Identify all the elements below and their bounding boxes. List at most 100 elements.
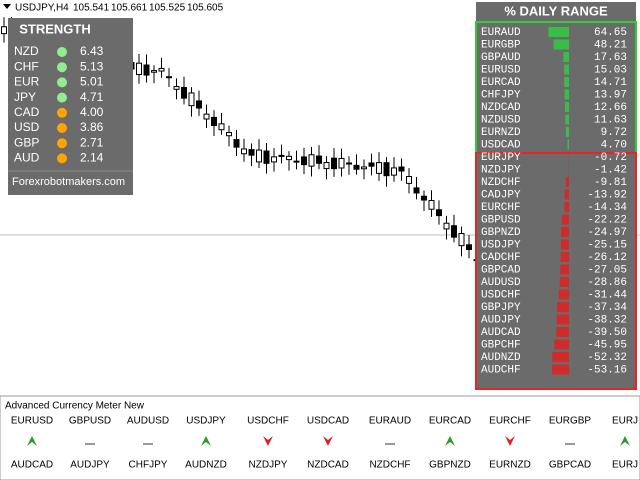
price: 105.605	[187, 3, 224, 14]
range-bar	[557, 302, 569, 312]
strength-value: 2.14	[80, 151, 104, 165]
range-bar	[565, 127, 569, 137]
range-value: -25.15	[587, 239, 627, 251]
candle-body	[226, 132, 232, 137]
candle-body	[233, 139, 240, 148]
arrow-down	[323, 436, 333, 446]
range-bar	[561, 227, 569, 237]
pair-bottom: GBPCAD	[549, 460, 591, 471]
pair: GBPJPY	[481, 302, 521, 314]
pair-bottom: EURJ	[612, 460, 638, 471]
pair: EURCAD	[481, 77, 521, 89]
candle-body	[353, 164, 360, 170]
currency: AUD	[14, 151, 40, 165]
strength-footer: Forexrobotmakers.com	[12, 176, 125, 188]
candle-body	[398, 166, 405, 172]
pair: GBPNZD	[481, 227, 521, 239]
pair-top: EURCAD	[429, 416, 471, 427]
currency: EUR	[14, 75, 40, 89]
candle-body	[346, 162, 352, 165]
candle-body	[361, 166, 367, 170]
range-rows: EURAUD 64.65 EURGBP 48.21 GBPAUD 17.63 EURUSD 1…	[481, 27, 627, 377]
pair: AUDUSD	[481, 277, 521, 289]
candle-body	[256, 149, 262, 163]
pair-bottom: GBPNZD	[429, 460, 471, 471]
pair-top: AUDUSD	[127, 416, 169, 427]
pair-top: USDCHF	[247, 416, 289, 427]
pair: NZDUSD	[481, 114, 521, 126]
strength-dot	[57, 92, 67, 103]
strength-dot	[57, 47, 67, 57]
pair-top: EURCHF	[489, 416, 531, 427]
losers-box	[475, 152, 637, 390]
range-bar	[560, 264, 569, 275]
pair: AUDNZD	[481, 352, 521, 364]
strength-value: 2.71	[80, 135, 104, 149]
candle-body	[413, 187, 420, 194]
candle-body	[406, 176, 412, 184]
strength-dot	[57, 153, 67, 164]
pair: AUDJPY	[481, 314, 521, 326]
range-value: -24.97	[587, 227, 627, 239]
candle-body	[248, 149, 255, 156]
pair: EURCHF	[481, 202, 521, 214]
pair: CADJPY	[481, 189, 521, 201]
prices: 105.541 105.661 105.525 105.605	[73, 3, 224, 14]
range-value: 15.03	[594, 64, 627, 76]
range-value: 17.63	[594, 52, 627, 64]
candle-body	[286, 155, 292, 161]
pair: AUDCAD	[481, 327, 521, 339]
candle-body	[458, 233, 465, 247]
price: 105.525	[149, 3, 186, 14]
range-bar	[551, 364, 569, 375]
pair: EURAUD	[481, 27, 521, 39]
range-bar	[556, 314, 569, 325]
range-bar	[548, 27, 569, 37]
candle-body	[271, 156, 277, 163]
strength-value: 4.00	[80, 105, 104, 119]
candle-body	[263, 150, 270, 164]
range-title: % DAILY RANGE	[504, 3, 608, 18]
currency: USD	[14, 120, 40, 134]
candle-body	[391, 167, 397, 176]
strength-title: STRENGTH	[19, 21, 91, 36]
pair: CADCHF	[481, 252, 521, 264]
pair-bottom: NZDCAD	[307, 460, 349, 471]
candle-body	[338, 157, 345, 169]
strength-value: 5.13	[80, 59, 104, 73]
candle-body	[203, 113, 210, 120]
range-value: -1.42	[594, 164, 627, 176]
range-value: -52.32	[587, 352, 627, 364]
pair-bottom: EURNZD	[489, 460, 531, 471]
range-bar	[564, 77, 569, 87]
range-bar	[558, 289, 569, 300]
candle-body	[196, 100, 202, 109]
range-bar	[554, 339, 569, 350]
meter-title: Advanced Currency Meter New	[5, 401, 145, 412]
pair: EURGBP	[481, 39, 521, 51]
range-bar	[561, 214, 569, 225]
strength-rows: NZD 6.43 CHF 5.13 EUR 5.01 JPY 4.71 CAD 4.00 USD 3.…	[14, 44, 104, 164]
strength-value: 6.43	[80, 44, 104, 58]
range-bar	[565, 114, 569, 125]
range-value: -0.72	[594, 152, 627, 164]
pair-top: GBPUSD	[69, 416, 111, 427]
range-value: 14.71	[594, 77, 627, 89]
range-bar	[567, 139, 569, 150]
candle-body	[158, 67, 165, 72]
range-value: 64.65	[594, 27, 627, 39]
range-value: -45.95	[587, 339, 627, 351]
pair: NZDCHF	[481, 177, 521, 189]
candle-body	[451, 225, 457, 238]
candle-body	[293, 160, 300, 163]
range-bar	[564, 189, 569, 200]
arrow-down	[263, 436, 273, 446]
range-bar	[564, 202, 569, 212]
candle-body	[188, 92, 195, 107]
pair: EURUSD	[481, 64, 521, 76]
pair: EURNZD	[481, 127, 521, 139]
range-value: 48.21	[594, 39, 627, 51]
strength-dot	[57, 107, 67, 118]
